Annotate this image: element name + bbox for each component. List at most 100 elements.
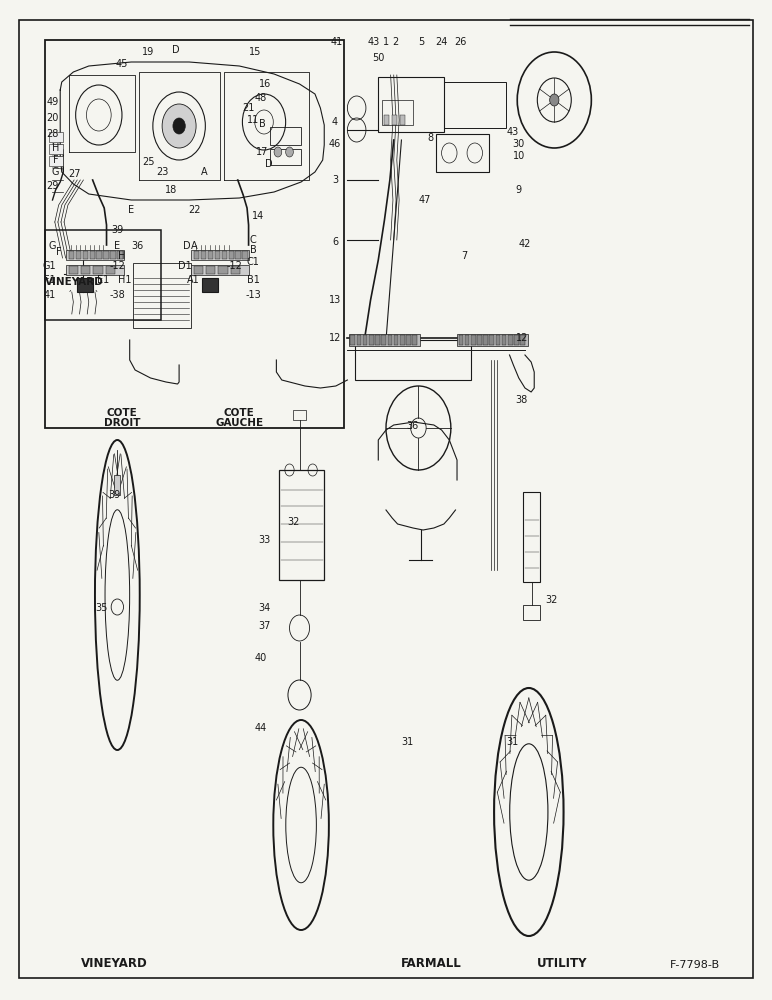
Text: E: E [128,205,134,215]
Text: 11: 11 [247,115,259,125]
Text: 27: 27 [68,169,80,179]
Text: 31: 31 [506,737,519,747]
Bar [103,251,109,259]
Text: 32: 32 [287,517,300,527]
Text: H: H [52,143,59,153]
Text: 30: 30 [513,139,525,149]
Text: 50: 50 [372,53,384,63]
Bar [69,251,74,259]
Text: 22: 22 [188,205,201,215]
Text: 7: 7 [462,251,468,261]
Text: 17: 17 [256,147,269,157]
Bar [242,251,248,259]
Bar [96,251,102,259]
Text: E1: E1 [97,275,110,285]
Text: VINEYARD: VINEYARD [45,277,103,287]
Text: 33: 33 [258,535,270,545]
Bar [394,335,398,345]
Bar [81,266,90,274]
Bar [355,340,471,380]
Text: 41: 41 [43,290,56,300]
Bar [465,335,469,345]
Text: 13: 13 [329,295,341,305]
Text: COTE: COTE [107,408,137,418]
Bar [49,144,63,154]
Bar [523,605,540,620]
Bar [90,251,95,259]
Bar [69,266,78,274]
Bar [483,335,488,345]
Text: 29: 29 [46,181,59,191]
Text: 34: 34 [258,603,270,613]
Bar [496,335,500,345]
Bar [459,335,463,345]
Bar [523,492,540,582]
Text: 41: 41 [330,37,343,47]
Text: 4: 4 [332,117,338,127]
Bar [502,335,506,345]
Bar [392,115,397,125]
Bar [444,82,506,128]
Bar [293,410,306,420]
Text: 15: 15 [249,47,261,57]
Text: D: D [172,45,180,55]
Bar [378,77,444,132]
Bar [117,251,123,259]
Text: 31: 31 [401,737,414,747]
Text: 28: 28 [46,129,59,139]
Bar [222,251,227,259]
Bar [231,266,240,274]
Text: 2: 2 [392,37,398,47]
Bar [270,149,301,165]
Text: 12: 12 [329,333,341,343]
Text: 14: 14 [252,211,264,221]
Text: G: G [52,167,59,177]
Bar [381,335,386,345]
Bar [83,251,88,259]
Bar [235,251,241,259]
Text: B: B [259,119,266,129]
Text: 39: 39 [111,225,124,235]
Bar [279,470,324,580]
Text: 10: 10 [513,151,525,161]
Bar [133,263,191,328]
Text: -12: -12 [227,261,242,271]
Text: 49: 49 [46,97,59,107]
Bar [400,335,405,345]
Text: F1: F1 [43,275,56,285]
Text: F-7798-B: F-7798-B [670,960,720,970]
Text: 18: 18 [165,185,178,195]
Bar [191,250,249,260]
Bar [229,251,234,259]
Text: 38: 38 [516,395,528,405]
Text: 20: 20 [46,113,59,123]
Bar [218,266,228,274]
Text: 1: 1 [383,37,389,47]
Bar [270,127,301,145]
Bar [477,335,482,345]
Bar [357,335,361,345]
Text: G: G [49,241,56,251]
Text: 32: 32 [545,595,557,605]
Text: A: A [191,241,198,251]
Text: 40: 40 [255,653,267,663]
Bar [457,334,528,346]
Text: B: B [250,245,256,255]
Text: C: C [250,235,256,245]
Bar [369,335,374,345]
Text: 9: 9 [516,185,522,195]
Bar [45,230,161,320]
Bar [215,251,220,259]
Text: 25: 25 [142,157,154,167]
Text: 21: 21 [242,103,255,113]
Text: 24: 24 [435,37,448,47]
Text: 36: 36 [131,241,144,251]
Text: UTILITY: UTILITY [537,957,587,970]
Text: A: A [201,167,207,177]
Text: 45: 45 [116,59,128,69]
Bar [66,250,124,260]
Text: 8: 8 [428,133,434,143]
Text: D1: D1 [178,261,192,271]
Text: 47: 47 [418,195,431,205]
Bar [350,335,355,345]
